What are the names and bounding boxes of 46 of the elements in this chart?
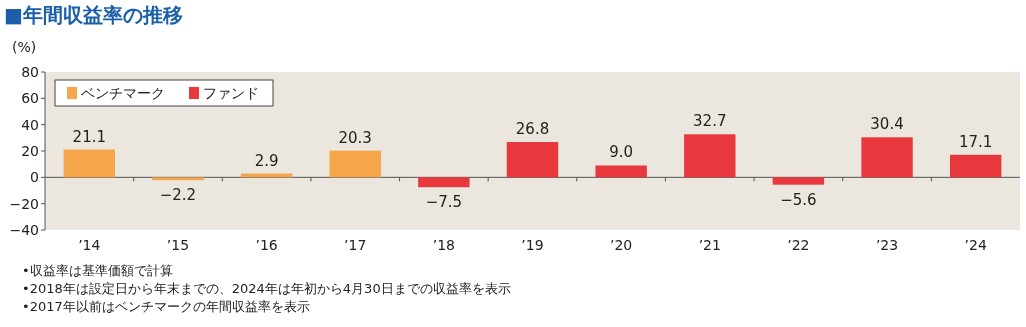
data-label: 2.9 [254,151,279,170]
bar [595,165,647,178]
data-label: 17.1 [958,132,993,151]
legend-label: ベンチマーク [81,85,165,101]
text: •2017年以前はベンチマークの年間収益率を表示 [22,299,310,314]
bar [949,154,1002,178]
data-label: 30.4 [870,115,904,134]
bar [861,137,913,178]
x-tick-label: ’24 [964,237,987,253]
data-label: 32.7 [693,112,727,131]
bar [418,177,470,188]
bar [152,177,204,181]
y-tick-label: −20 [9,195,39,212]
legend-label: ファンド [203,85,259,101]
bar [329,150,381,178]
x-tick-label: ’18 [432,237,455,253]
data-label: −2.2 [159,186,197,205]
y-tick-label: 40 [21,116,39,133]
y-tick-label: 60 [21,90,39,107]
x-tick-label: ’14 [78,237,101,253]
bar [63,149,116,178]
data-label: −5.6 [780,190,817,209]
x-tick-label: ’22 [787,237,810,253]
x-tick-label: ’15 [166,237,190,253]
data-label: 21.1 [72,127,107,146]
data-label: 26.8 [515,120,550,139]
y-tick-label: 0 [30,169,39,186]
x-tick-label: ’16 [255,237,278,253]
x-tick-label: ’19 [521,237,544,253]
y-axis-title: (%) [12,39,37,55]
y-tick-label: −40 [9,222,39,238]
chart-title: ■年間収益率の推移 [4,3,183,27]
data-label: 20.3 [338,128,372,147]
bar [772,177,825,185]
text: •2018年は設定日から年末までの、2024年は年初から4月30日までの収益率を表示 [22,281,511,296]
text: •収益率は基準価額で計算 [22,263,173,278]
data-label: −7.5 [425,193,463,212]
y-tick-label: 80 [21,64,39,80]
x-tick-label: ’20 [610,237,633,253]
x-tick-label: ’23 [875,237,899,253]
bar [684,134,736,178]
data-label: 9.0 [609,143,634,162]
x-tick-label: ’21 [698,237,721,253]
bar [506,142,559,178]
x-tick-label: ’17 [344,237,367,253]
y-tick-label: 20 [21,143,39,159]
